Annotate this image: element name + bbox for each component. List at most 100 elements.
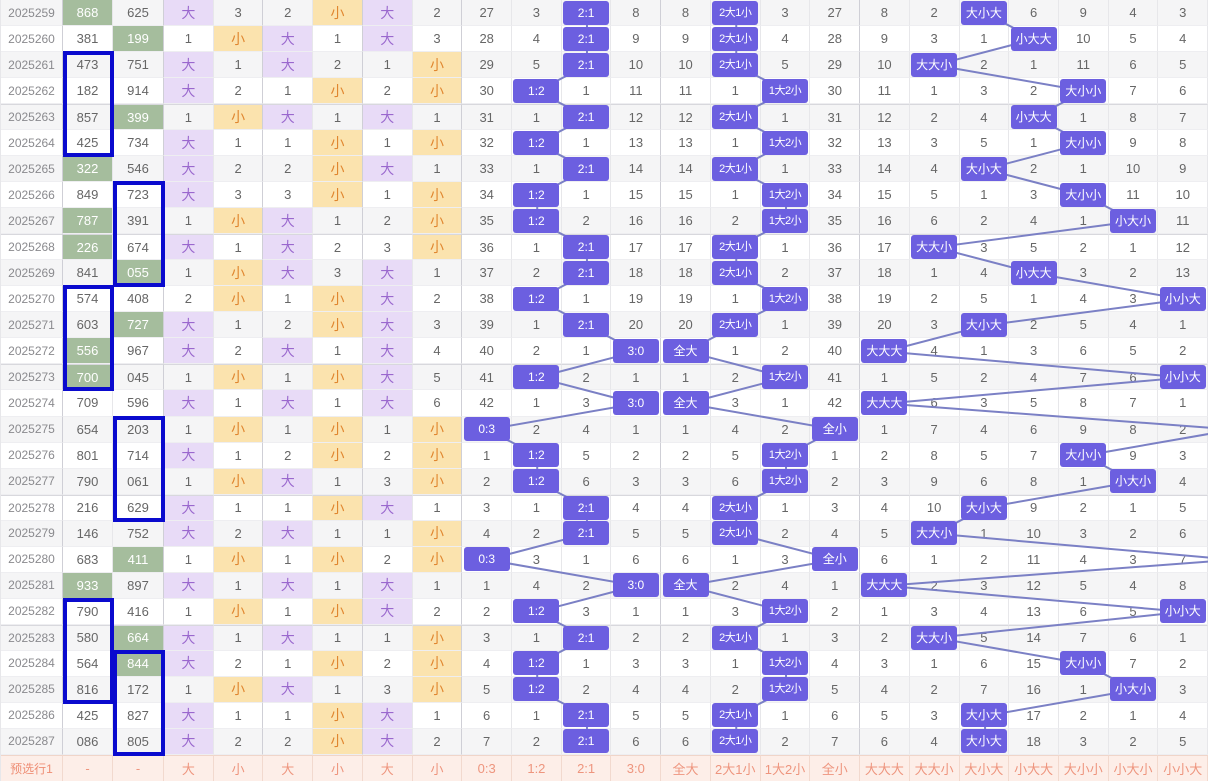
prediction-cell[interactable]: -	[63, 754, 113, 781]
period-cell: 2025285	[1, 676, 63, 703]
draw-number-cell: 752	[113, 520, 164, 547]
table-row: 2025269 841 055 1 小大 3 大 1 37 2 2:1 18 18 2大1小 2 37 18 1 4…	[1, 260, 1208, 287]
ratio-cell: 2	[561, 676, 612, 703]
digit-bigsmall-cell: 2	[362, 546, 413, 573]
prediction-cell[interactable]: 小大大	[1009, 754, 1059, 781]
prediction-cell[interactable]: 小	[412, 754, 463, 781]
pattern-cell: 4	[959, 260, 1010, 287]
group-cell: 2大1小	[710, 0, 761, 27]
prediction-cell[interactable]: 0:3	[462, 754, 513, 781]
group-cell-hit-pill: 2大1小	[712, 105, 759, 130]
prediction-cell[interactable]: 大	[362, 754, 413, 781]
pattern-cell: 1	[1158, 624, 1208, 651]
digit-bigsmall-cell: 1	[362, 130, 413, 157]
ratio-cell: 3	[611, 650, 662, 677]
group-cell: 20	[661, 312, 711, 339]
prediction-cell[interactable]: 小	[213, 754, 264, 781]
pattern-cell: 4	[860, 676, 910, 703]
group-cell: 6	[710, 468, 761, 495]
digit-bigsmall-cell: 3	[213, 182, 264, 209]
pattern-cell: 6	[1108, 364, 1159, 391]
digit-bigsmall-cell: 小	[412, 468, 463, 495]
group-cell: 2大1小	[710, 312, 761, 339]
pattern-cell: 1	[909, 260, 960, 287]
prediction-cell[interactable]: 1:2	[512, 754, 562, 781]
ratio-cell-hit-pill: 2:1	[563, 26, 610, 51]
digit-bigsmall-cell: 2	[263, 728, 314, 755]
draw-number-cell: 723	[113, 182, 164, 209]
pattern-cell: 10	[1058, 26, 1109, 53]
ratio-cell-hit-pill: 1:2	[513, 130, 560, 155]
group-cell: 1	[810, 442, 861, 469]
pattern-cell: 4	[959, 416, 1010, 443]
pattern-cell: 2	[909, 286, 960, 313]
pattern-cell: 3	[909, 130, 960, 157]
ratio-cell: 9	[611, 26, 662, 53]
prediction-cell[interactable]: 大小小	[1058, 754, 1109, 781]
prediction-cell[interactable]: 小大小	[1108, 754, 1159, 781]
prediction-cell[interactable]: 大	[263, 754, 314, 781]
digit-bigsmall-cell: 2	[412, 598, 463, 625]
digit-bigsmall-cell: 2	[412, 286, 463, 313]
prediction-cell[interactable]: 大小大	[959, 754, 1010, 781]
pattern-cell-hit-pill: 大小大	[960, 703, 1007, 728]
digit-bigsmall-cell: 3	[412, 312, 463, 339]
prediction-cell[interactable]: 2:1	[561, 754, 612, 781]
pattern-cell: 16	[1009, 676, 1059, 703]
pattern-cell: 4	[909, 156, 960, 183]
digit-bigsmall-cell: 2	[263, 442, 314, 469]
digit-bigsmall-cell: 大	[362, 702, 413, 729]
draw-number-cell: 546	[113, 156, 164, 183]
ratio-cell: 3	[561, 598, 612, 625]
table-row: 2025275 654 203 1 小 1 小 1 小 0:3 2 4 1 1 4 2 全小 1 7 4 6 9 8 2	[1, 416, 1208, 443]
pattern-cell-hit-pill: 小大小	[1110, 208, 1157, 233]
digit-bigsmall-cell: 小	[313, 494, 363, 521]
prediction-cell[interactable]: 全大	[661, 754, 711, 781]
prediction-cell[interactable]: 1大2小	[760, 754, 811, 781]
prediction-cell[interactable]: 3:0	[611, 754, 662, 781]
pattern-cell: 4	[1158, 702, 1208, 729]
prediction-cell[interactable]: 小	[313, 754, 363, 781]
prediction-cell[interactable]: 小小大	[1158, 754, 1208, 781]
table-row: 2025281 933 897 大 1 大 1 大 1 1 4 2 3:0 全大 2 4 1 大大大 2 3 12 5 4 8	[1, 572, 1208, 599]
group-cell: 1	[810, 572, 861, 599]
digit-bigsmall-cell: 2	[362, 442, 413, 469]
group-cell-hit-pill: 2大1小	[712, 521, 759, 546]
pattern-cell: 大小大	[959, 312, 1010, 339]
prediction-cell[interactable]: 全小	[810, 754, 861, 781]
ratio-cell: 1	[512, 104, 562, 131]
prediction-cell[interactable]: 2大1小	[710, 754, 761, 781]
ratio-cell-hit-pill: 2:1	[563, 235, 610, 260]
ratio-cell: 38	[462, 286, 513, 313]
ratio-cell: 1	[561, 286, 612, 313]
digit-bigsmall-cell: 小	[313, 702, 363, 729]
pattern-cell-hit-pill: 大小大	[960, 156, 1007, 181]
pattern-cell: 5	[1158, 728, 1208, 755]
group-cell: 32	[810, 130, 861, 157]
pattern-cell: 7	[1158, 546, 1208, 573]
prediction-cell[interactable]: 大	[164, 754, 214, 781]
prediction-cell[interactable]: 大大大	[860, 754, 910, 781]
draw-number-cell: 914	[113, 78, 164, 105]
group-cell: 14	[661, 156, 711, 183]
digit-bigsmall-cell: 小	[412, 676, 463, 703]
group-cell: 1大2小	[760, 598, 811, 625]
digit-bigsmall-cell: 大	[362, 572, 413, 599]
ratio-cell: 2	[512, 520, 562, 547]
period-cell: 2025273	[1, 364, 63, 391]
table-row: 2025273 700 045 1 小 1 小大 5 41 1:2 2 1 1 2 1大2小 41 1 5 2 4 7 6…	[1, 364, 1208, 391]
group-cell: 全大	[661, 338, 711, 365]
ratio-cell: 1	[611, 364, 662, 391]
group-cell: 2	[760, 260, 811, 287]
draw-number-cell: 714	[113, 442, 164, 469]
digit-bigsmall-cell: 小	[213, 416, 264, 443]
period-cell: 2025272	[1, 338, 63, 365]
period-cell: 2025264	[1, 130, 63, 157]
pattern-cell-hit-pill: 小小大	[1159, 286, 1206, 311]
digit-bigsmall-cell: 小	[313, 312, 363, 339]
prediction-cell[interactable]: -	[113, 754, 164, 781]
group-cell: 1	[710, 338, 761, 365]
prediction-cell[interactable]: 大大小	[909, 754, 960, 781]
period-cell: 2025261	[1, 52, 63, 79]
period-cell: 2025265	[1, 156, 63, 183]
